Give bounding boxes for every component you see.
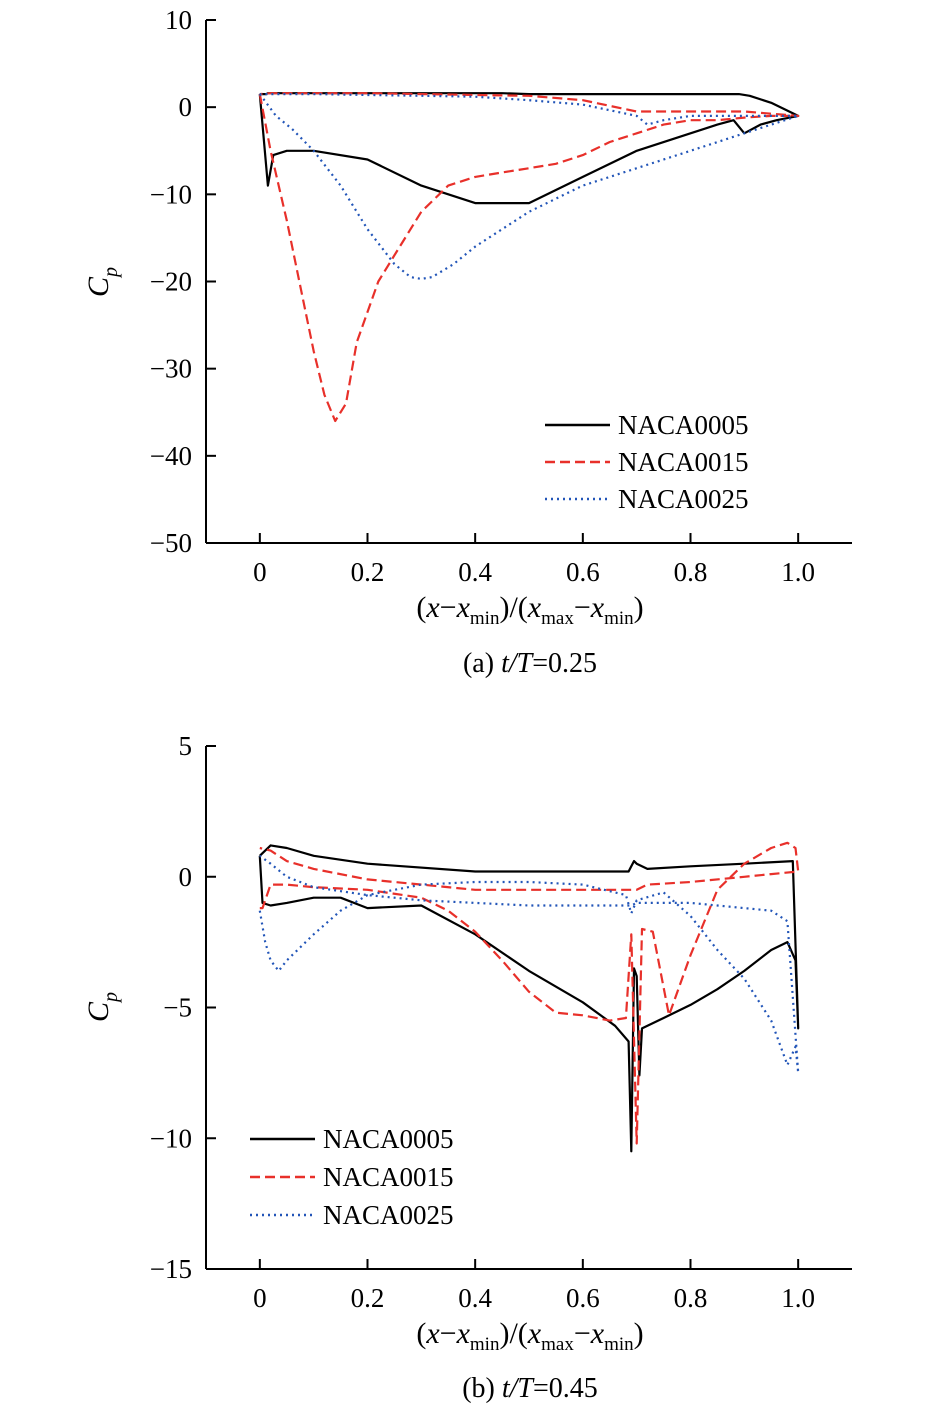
- panel-a-x-tick-label: 0.4: [458, 557, 492, 587]
- panel-a-y-ticks: 10 0 −10 −20 −30 −40 −50: [150, 5, 216, 558]
- panel-b-series-naca0025: [258, 854, 800, 1075]
- legend-label-naca0005: NACA0005: [618, 410, 749, 440]
- panel-b-x-tick-label: 0: [253, 1283, 267, 1313]
- panel-a-y-tick-label: 10: [165, 5, 192, 35]
- panel-a-x-tick-label: 0: [253, 557, 267, 587]
- panel-b-ylabel-main: C: [82, 1001, 115, 1022]
- panel-b-x-label: (x−xmin)/(xmax−xmin): [416, 1317, 643, 1355]
- panel-a-x-tick-label: 0.8: [674, 557, 708, 587]
- panel-a-caption: (a) t/T=0.25: [463, 648, 597, 679]
- panel-b-series-naca0015: [259, 841, 800, 1145]
- svg-text:Cp: Cp: [82, 267, 122, 297]
- legend-label-naca0025: NACA0025: [618, 484, 749, 514]
- panel-b-y-tick-label: 5: [179, 731, 193, 761]
- panel-b-legend: NACA0005 NACA0015 NACA0025: [250, 1124, 454, 1230]
- panel-a-y-tick-label: −30: [150, 354, 192, 384]
- panel-b-curves: [258, 841, 800, 1153]
- panel-b-y-tick-label: 0: [179, 862, 193, 892]
- legend-label-naca0025: NACA0025: [323, 1200, 454, 1230]
- panel-b-x-ticks: 0 0.2 0.4 0.6 0.8 1.0: [253, 1259, 815, 1313]
- panel-a-y-tick-label: 0: [179, 92, 193, 122]
- panel-a-y-tick-label: −10: [150, 179, 192, 209]
- panel-a-ylabel-sub: p: [100, 267, 122, 279]
- panel-b-ylabel-sub: p: [100, 992, 122, 1004]
- panel-b-x-tick-label: 0.6: [566, 1283, 600, 1313]
- panel-a-series-naca0005: [258, 92, 800, 205]
- panel-a-y-tick-label: −20: [150, 267, 192, 297]
- panel-b-caption: (b) t/T=0.45: [462, 1373, 598, 1404]
- panel-b: 5 0 −5 −10 −15 0 0.2 0.4 0.6 0.8 1.0 Cp (x−xmin)/…: [82, 731, 852, 1404]
- panel-b-y-tick-label: −15: [150, 1254, 192, 1284]
- panel-a-y-tick-label: −40: [150, 441, 192, 471]
- panel-a-x-label: (x−xmin)/(xmax−xmin): [416, 591, 643, 629]
- panel-a-y-label: Cp: [82, 267, 122, 297]
- panel-b-x-tick-label: 0.2: [351, 1283, 385, 1313]
- panel-b-y-tick-label: −10: [150, 1123, 192, 1153]
- panel-a-ylabel-main: C: [82, 276, 115, 297]
- panel-a-legend: NACA0005 NACA0015 NACA0025: [545, 410, 749, 514]
- panel-a-x-tick-label: 1.0: [781, 557, 815, 587]
- panel-a-x-tick-label: 0.6: [566, 557, 600, 587]
- svg-text:Cp: Cp: [82, 992, 122, 1022]
- panel-a: 10 0 −10 −20 −30 −40 −50 0 0.2 0.4 0.6 0.8 1.0 Cp (…: [82, 5, 852, 679]
- panel-b-y-label: Cp: [82, 992, 122, 1022]
- panel-b-x-tick-label: 1.0: [781, 1283, 815, 1313]
- panel-a-y-tick-label: −50: [150, 528, 192, 558]
- panel-b-series-naca0005: [258, 844, 800, 1153]
- panel-b-x-tick-label: 0.8: [674, 1283, 708, 1313]
- panel-b-y-ticks: 5 0 −5 −10 −15: [150, 731, 216, 1284]
- panel-a-x-tick-label: 0.2: [351, 557, 385, 587]
- panel-a-series-naca0025: [258, 92, 800, 280]
- panel-a-series-naca0015: [258, 92, 800, 423]
- legend-label-naca0005: NACA0005: [323, 1124, 454, 1154]
- panel-a-curves: [258, 92, 800, 423]
- legend-label-naca0015: NACA0015: [618, 447, 749, 477]
- legend-label-naca0015: NACA0015: [323, 1162, 454, 1192]
- panel-b-y-tick-label: −5: [163, 993, 192, 1023]
- panel-a-x-ticks: 0 0.2 0.4 0.6 0.8 1.0: [253, 533, 815, 587]
- panel-b-x-tick-label: 0.4: [458, 1283, 492, 1313]
